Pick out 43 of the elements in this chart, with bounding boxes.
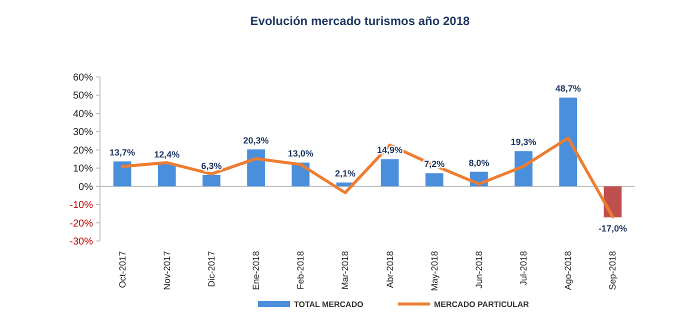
y-tick-label: 60% (72, 72, 94, 84)
bar (559, 98, 578, 186)
data-label: 6,3% (201, 160, 222, 171)
x-tick-label: Abr-2018 (384, 251, 395, 288)
x-tick-label: Sep-2018 (608, 251, 618, 290)
x-tick-label: Feb-2018 (296, 251, 306, 290)
x-tick-label: Ago-2018 (563, 251, 574, 290)
data-label: 13,0% (288, 148, 314, 159)
y-tick-label: 20% (72, 145, 94, 156)
bar (425, 173, 444, 186)
x-tick-label: Ene-2018 (251, 251, 262, 290)
chart-title: Evolución mercado turismos año 2018 (250, 14, 470, 28)
data-label: 48,7% (555, 84, 581, 94)
data-label: 19,3% (510, 137, 536, 148)
data-label: 2,1% (334, 168, 356, 179)
x-tick-label: Dic-2017 (206, 251, 216, 288)
y-tick-label: 30% (72, 127, 94, 138)
data-label: 12,4% (154, 150, 180, 160)
data-label: 13,7% (110, 147, 136, 158)
x-tick-label: Jun-2018 (474, 251, 484, 289)
data-label: 8,0% (468, 158, 490, 168)
x-tick-label: Oct-2017 (117, 251, 128, 288)
bar (158, 164, 176, 186)
bar (247, 149, 265, 186)
y-tick-label: 0% (78, 182, 94, 193)
legend-label: MERCADO PARTICULAR (434, 300, 530, 309)
legend-label: TOTAL MERCADO (294, 300, 364, 309)
x-tick-label: Nov-2017 (162, 251, 172, 290)
bar (202, 174, 220, 186)
data-label: -17,0% (598, 223, 627, 234)
x-tick-label: Jul-2018 (518, 251, 529, 286)
y-tick-label: 10% (72, 164, 94, 175)
y-tick-label: -10% (70, 200, 94, 212)
bar (380, 159, 399, 186)
y-tick-label: -30% (70, 236, 94, 248)
bar (113, 161, 132, 186)
bar (514, 151, 532, 186)
data-label: 20,3% (243, 135, 269, 146)
x-tick-label: Mar-2018 (340, 251, 350, 290)
y-tick-label: -20% (70, 218, 94, 230)
y-tick-label: 50% (72, 90, 94, 102)
x-tick-label: May-2018 (429, 251, 440, 292)
y-tick-label: 40% (72, 108, 94, 120)
